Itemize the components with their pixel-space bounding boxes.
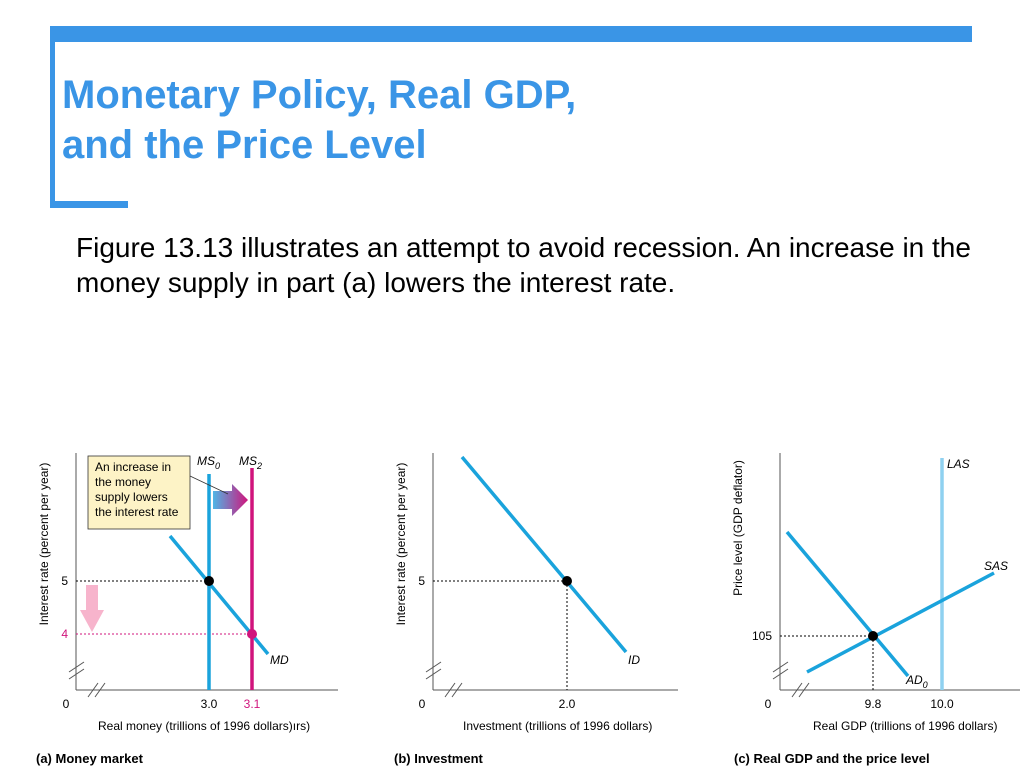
panel-b-y-axis-label: Interest rate (percent per year) [394, 463, 408, 626]
panel-c-ad0-label: AD0 [905, 673, 928, 690]
panel-a-y-tick-4: 4 [61, 627, 68, 641]
panel-b-investment: ID 5 0 2.0 Investment (trillions of 1996… [394, 453, 678, 766]
panel-c-real-gdp-price-level: LAS SAS AD0 105 0 9.8 10.0 Real GDP (tri… [731, 453, 1020, 766]
panel-c-x-tick-9-8: 9.8 [865, 697, 882, 711]
panel-b-x-break-2 [451, 682, 463, 698]
title-accent-left-bar [50, 26, 55, 206]
slide-title: Monetary Policy, Real GDP, and the Price… [62, 70, 822, 170]
panel-c-y-axis-label: Price level (GDP deflator) [731, 460, 745, 596]
panel-c-y-tick-105: 105 [752, 629, 772, 643]
title-accent-bottom-bar [50, 201, 128, 208]
slide-body-text: Figure 13.13 illustrates an attempt to a… [76, 232, 971, 298]
panel-c-x-axis-label: Real GDP (trillions of 1996 dollars) [813, 719, 998, 733]
panel-a-callout-box [87, 455, 191, 530]
panel-a-origin: 0 [63, 697, 70, 711]
panel-b-origin: 0 [419, 697, 426, 711]
panel-a-md-label: MD [270, 653, 289, 667]
panel-b-y-break-2 [425, 668, 442, 680]
panel-a-callout-text: An increase in the money supply lowers t… [95, 460, 179, 519]
panel-c-sas-label: SAS [984, 559, 1008, 573]
panel-b-id-curve [460, 455, 628, 654]
panel-c-origin: 0 [765, 697, 772, 711]
panel-b-caption: (b) Investment [394, 751, 484, 766]
panel-a-x-break-1 [87, 682, 99, 698]
title-accent-bar [50, 26, 972, 42]
panel-c-y-break-1 [772, 661, 789, 673]
panel-a-x-tick-3-0: 3.0 [201, 697, 218, 711]
panel-a-ms0-label: MS0 [197, 454, 220, 471]
panel-b-y-tick-5: 5 [418, 574, 425, 588]
panel-a-x-tick-3-1: 3.1 [244, 697, 261, 711]
panel-c-caption: (c) Real GDP and the price level [734, 751, 930, 766]
panel-b-x-break-1 [444, 682, 456, 698]
panel-b-equilibrium [562, 576, 572, 586]
panel-a-y-tick-5: 5 [61, 574, 68, 588]
panel-c-las-label: LAS [947, 457, 970, 471]
panel-c-x-tick-10-0: 10.0 [930, 697, 954, 711]
panel-a-right-arrow [213, 484, 248, 516]
panel-a-y-break-2 [68, 668, 85, 680]
slide-title-line-2: and the Price Level [62, 123, 427, 167]
panel-a-callout-pointer [189, 475, 229, 495]
panel-a-down-arrow [80, 585, 104, 632]
panel-a-ms2-label: MS2 [239, 454, 262, 471]
panel-c-equilibrium [868, 631, 878, 641]
panel-b-x-axis-label: Investment (trillions of 1996 dollars) [463, 719, 652, 733]
panel-a-y-break-1 [68, 661, 85, 673]
panel-c-sas-curve [806, 571, 995, 674]
panel-a-equilibrium-new [247, 629, 257, 639]
slide-title-line-1: Monetary Policy, Real GDP, [62, 73, 577, 117]
panel-c-x-break-2 [798, 682, 810, 698]
panel-a-x-break-2 [94, 682, 106, 698]
panel-c-y-break-2 [772, 668, 789, 680]
panel-a-x-axis-label: Real money (trillions of 1996 dollars)ır… [98, 719, 310, 733]
panel-b-x-tick-2-0: 2.0 [559, 697, 576, 711]
panel-a-equilibrium-initial [204, 576, 214, 586]
panel-a-y-axis-label: Interest rate (percent per year) [37, 463, 51, 626]
panel-b-id-label: ID [628, 653, 640, 667]
panel-b-y-break-1 [425, 661, 442, 673]
panel-c-x-break-1 [791, 682, 803, 698]
panel-c-ad0-curve [785, 530, 910, 678]
panel-a-caption: (a) Money market [36, 751, 144, 766]
panel-a-money-market: An increase in the money supply lowers t… [36, 453, 338, 766]
